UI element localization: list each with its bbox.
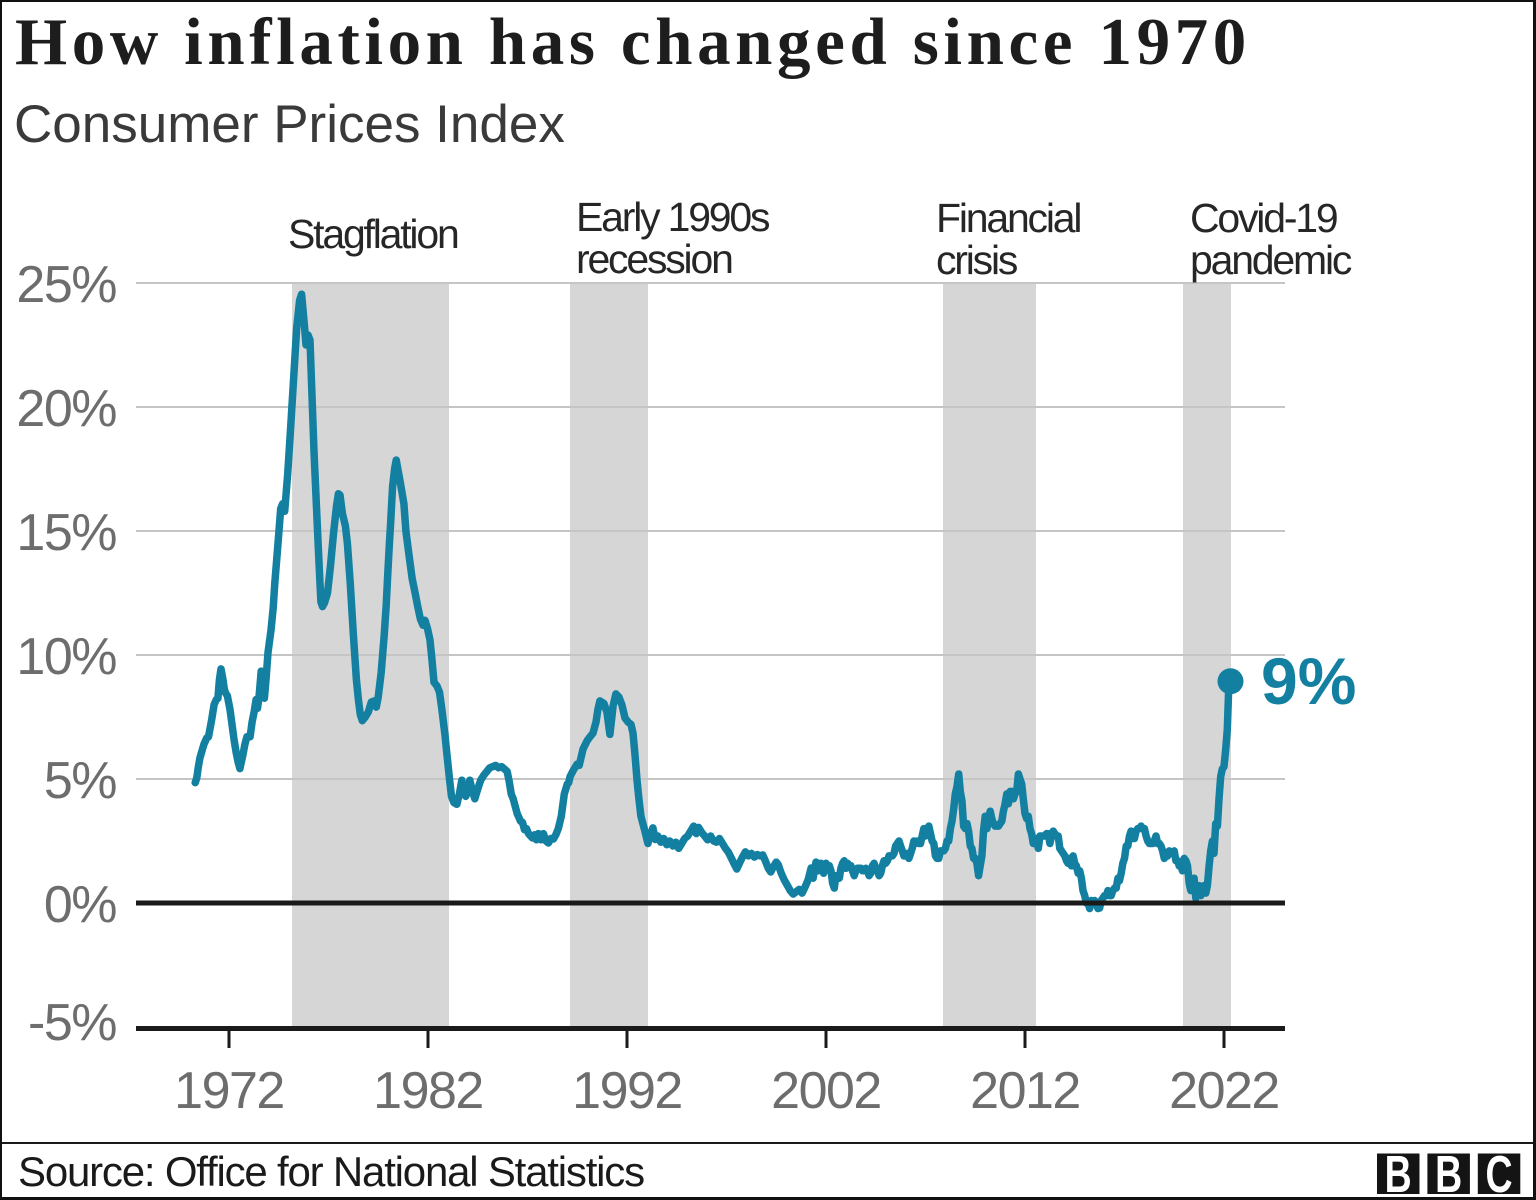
svg-text:5%: 5%	[44, 752, 116, 810]
svg-text:2012: 2012	[970, 1062, 1080, 1120]
svg-text:1972: 1972	[174, 1062, 284, 1120]
svg-text:C: C	[1485, 1145, 1512, 1200]
svg-text:-5%: -5%	[28, 994, 116, 1052]
svg-text:0%: 0%	[44, 876, 116, 934]
svg-text:Consumer Prices Index: Consumer Prices Index	[14, 95, 565, 154]
svg-text:B: B	[1385, 1145, 1412, 1200]
svg-text:1992: 1992	[572, 1062, 682, 1120]
svg-text:B: B	[1435, 1145, 1462, 1200]
svg-text:2022: 2022	[1169, 1062, 1279, 1120]
svg-text:Financial: Financial	[936, 195, 1080, 241]
svg-text:How inflation has changed sinc: How inflation has changed since 1970	[15, 5, 1251, 79]
svg-text:25%: 25%	[16, 256, 116, 314]
svg-text:2002: 2002	[771, 1062, 881, 1120]
svg-text:Early 1990s: Early 1990s	[576, 194, 770, 240]
svg-text:20%: 20%	[16, 380, 116, 438]
svg-text:Covid-19: Covid-19	[1190, 195, 1337, 241]
svg-text:Stagflation: Stagflation	[288, 211, 458, 257]
svg-text:pandemic: pandemic	[1190, 237, 1352, 283]
svg-text:15%: 15%	[16, 504, 116, 562]
svg-text:recession: recession	[576, 236, 732, 282]
svg-text:crisis: crisis	[936, 237, 1018, 283]
svg-text:10%: 10%	[16, 628, 116, 686]
svg-text:1982: 1982	[373, 1062, 483, 1120]
svg-text:Source: Office for National St: Source: Office for National Statistics	[18, 1148, 644, 1195]
svg-text:9%: 9%	[1261, 644, 1356, 718]
